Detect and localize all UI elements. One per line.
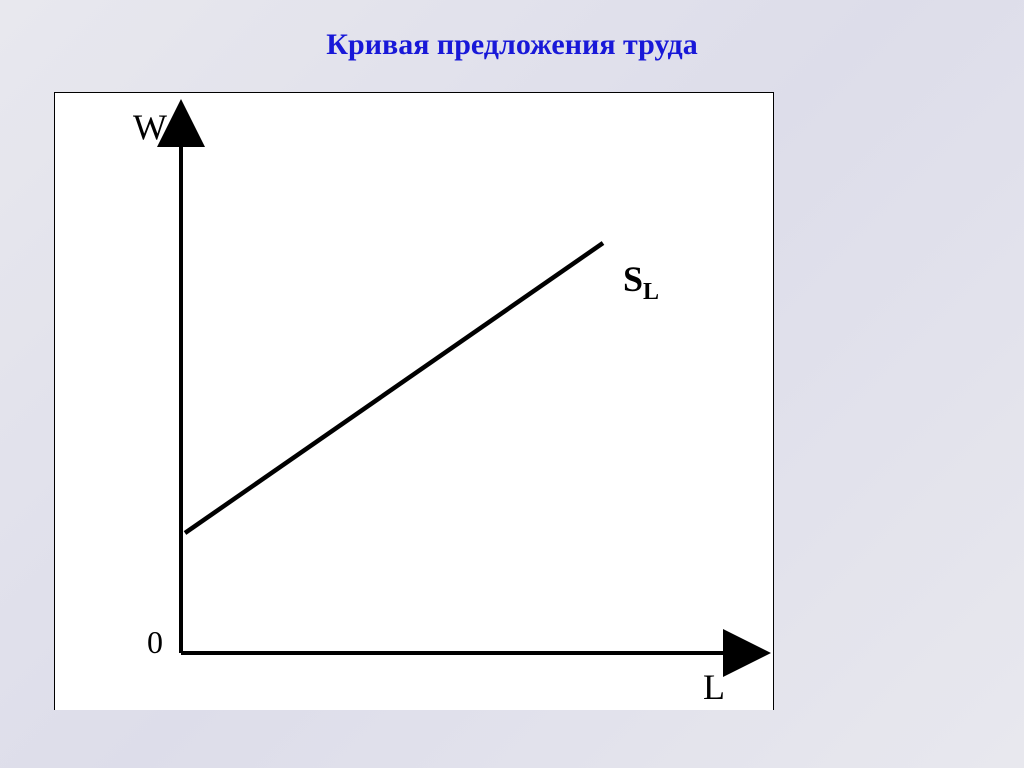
supply-curve [185, 243, 603, 533]
chart-container: W L 0 SL [54, 92, 774, 710]
origin-label: 0 [147, 624, 163, 660]
curve-label-sub: L [643, 279, 659, 305]
curve-label-main: S [623, 259, 643, 299]
chart-title: Кривая предложения труда [0, 0, 1024, 62]
y-axis-label: W [133, 107, 167, 147]
title-text: Кривая предложения труда [326, 28, 697, 61]
curve-label: SL [623, 259, 659, 305]
x-axis-label: L [703, 667, 725, 707]
chart-svg: W L 0 SL [55, 93, 775, 711]
